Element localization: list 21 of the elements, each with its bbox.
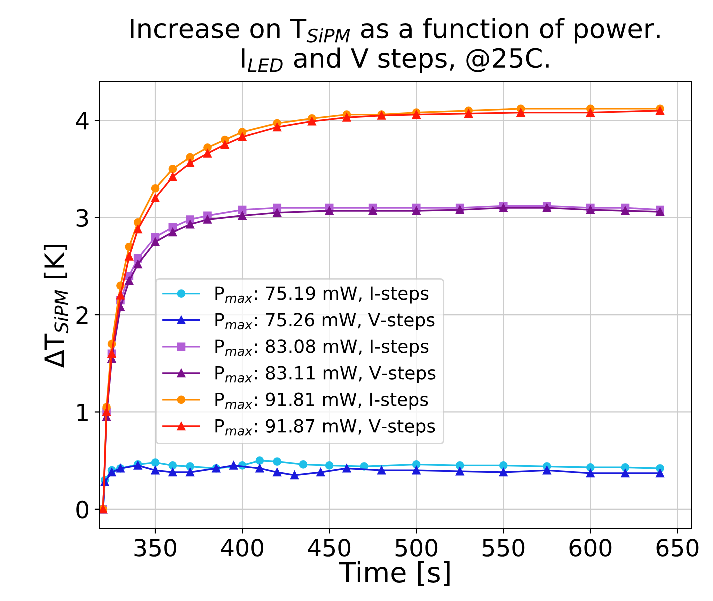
x-tick-label: 550	[482, 539, 525, 557]
x-tick-label: 600	[570, 539, 612, 557]
legend-label: P$_{max}$: 83.11 mW, V-steps	[216, 366, 436, 384]
legend-label: P$_{max}$: 75.19 mW, I-steps	[216, 286, 429, 304]
y-tick-label: 1	[78, 404, 88, 422]
x-tick-label: 400	[221, 539, 264, 557]
chart-title: Increase on T$_{SiPM}$ as a function of power. I$_{LED}$ and V steps, @25C.	[131, 18, 660, 74]
y-tick-label: 2	[76, 306, 88, 324]
x-tick-label: 500	[396, 539, 438, 557]
legend-label: P$_{max}$: 75.26 mW, V-steps	[216, 313, 435, 330]
legend-label: P$_{max}$: 91.87 mW, V-steps	[216, 419, 436, 436]
y-tick-label: 4	[76, 112, 89, 130]
x-axis-title: Time [s]	[339, 561, 450, 586]
legend-label: P$_{max}$: 83.08 mW, I-steps	[216, 340, 429, 357]
y-tick-label: 0	[76, 500, 89, 519]
x-tick-label: 350	[134, 539, 176, 557]
y-tick-label: 3	[76, 209, 88, 228]
x-tick-label: 450	[308, 539, 351, 557]
x-tick-label: 650	[656, 539, 699, 557]
y-axis-title: ΔT$_{SiPM}$ [K]	[44, 245, 69, 368]
legend-label: P$_{max}$: 91.81 mW, I-steps	[216, 392, 428, 410]
